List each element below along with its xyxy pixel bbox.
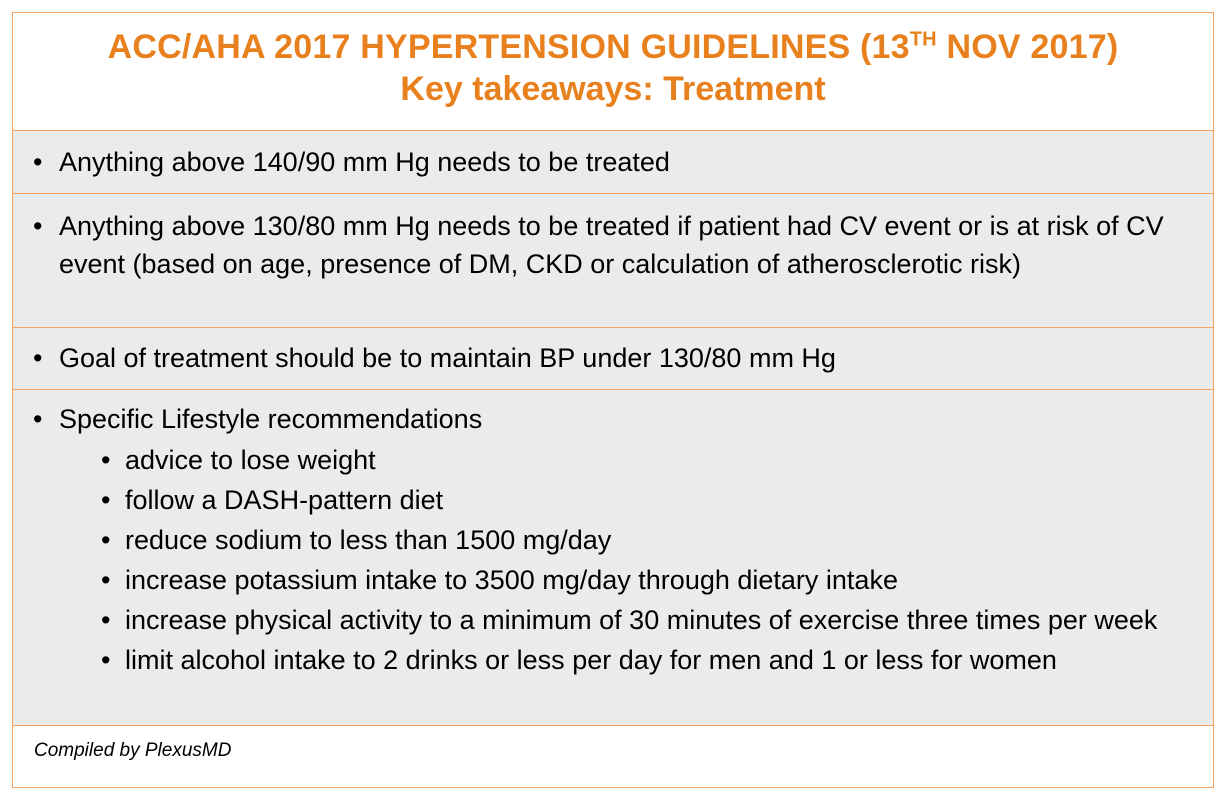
lifestyle-sublist: • advice to lose weight • follow a DASH-… xyxy=(13,440,1213,680)
sub-list-item-text: follow a DASH-pattern diet xyxy=(125,485,444,515)
sub-list-item: • reduce sodium to less than 1500 mg/day xyxy=(13,520,1213,560)
page-title: ACC/AHA 2017 HYPERTENSION GUIDELINES (13… xyxy=(107,28,1119,66)
takeaways-table: ACC/AHA 2017 HYPERTENSION GUIDELINES (13… xyxy=(12,12,1214,788)
list-item-text: Anything above 130/80 mm Hg needs to be … xyxy=(59,211,1164,279)
list-item: • Anything above 140/90 mm Hg needs to b… xyxy=(13,143,1213,181)
list-item-text: Specific Lifestyle recommendations xyxy=(59,404,483,434)
bullet-icon: • xyxy=(101,525,111,555)
title-superscript: TH xyxy=(909,28,937,51)
page-subtitle: Key takeaways: Treatment xyxy=(400,70,826,108)
bullet-icon: • xyxy=(33,147,43,177)
sub-list-item-text: reduce sodium to less than 1500 mg/day xyxy=(125,525,612,555)
table-row: • Specific Lifestyle recommendations • a… xyxy=(13,390,1213,726)
bullet-icon: • xyxy=(101,645,111,675)
list-item: • Specific Lifestyle recommendations xyxy=(13,400,1213,438)
sub-list-item: • advice to lose weight xyxy=(13,440,1213,480)
bullet-icon: • xyxy=(101,485,111,515)
bullet-icon: • xyxy=(33,211,43,241)
sub-list-item: • limit alcohol intake to 2 drinks or le… xyxy=(13,640,1213,680)
bullet-icon: • xyxy=(33,404,43,434)
list-item: • Anything above 130/80 mm Hg needs to b… xyxy=(13,207,1213,283)
footer-credit: Compiled by PlexusMD xyxy=(13,726,1213,784)
bullet-icon: • xyxy=(101,445,111,475)
table-row: • Anything above 140/90 mm Hg needs to b… xyxy=(13,131,1213,194)
sub-list-item-text: increase physical activity to a minimum … xyxy=(125,605,1158,635)
sub-list-item: • increase potassium intake to 3500 mg/d… xyxy=(13,560,1213,600)
table-row: • Goal of treatment should be to maintai… xyxy=(13,328,1213,390)
sub-list-item: • increase physical activity to a minimu… xyxy=(13,600,1213,640)
sub-list-item-text: increase potassium intake to 3500 mg/day… xyxy=(125,565,898,595)
table-header: ACC/AHA 2017 HYPERTENSION GUIDELINES (13… xyxy=(13,13,1213,131)
sub-list-item-text: limit alcohol intake to 2 drinks or less… xyxy=(125,645,1057,675)
sub-list-item-text: advice to lose weight xyxy=(125,445,376,475)
bullet-icon: • xyxy=(101,565,111,595)
table-row: • Anything above 130/80 mm Hg needs to b… xyxy=(13,194,1213,328)
sub-list-item: • follow a DASH-pattern diet xyxy=(13,480,1213,520)
list-item-text: Anything above 140/90 mm Hg needs to be … xyxy=(59,147,670,177)
bullet-icon: • xyxy=(101,605,111,635)
list-item-text: Goal of treatment should be to maintain … xyxy=(59,343,836,373)
bullet-icon: • xyxy=(33,343,43,373)
list-item: • Goal of treatment should be to maintai… xyxy=(13,339,1213,377)
